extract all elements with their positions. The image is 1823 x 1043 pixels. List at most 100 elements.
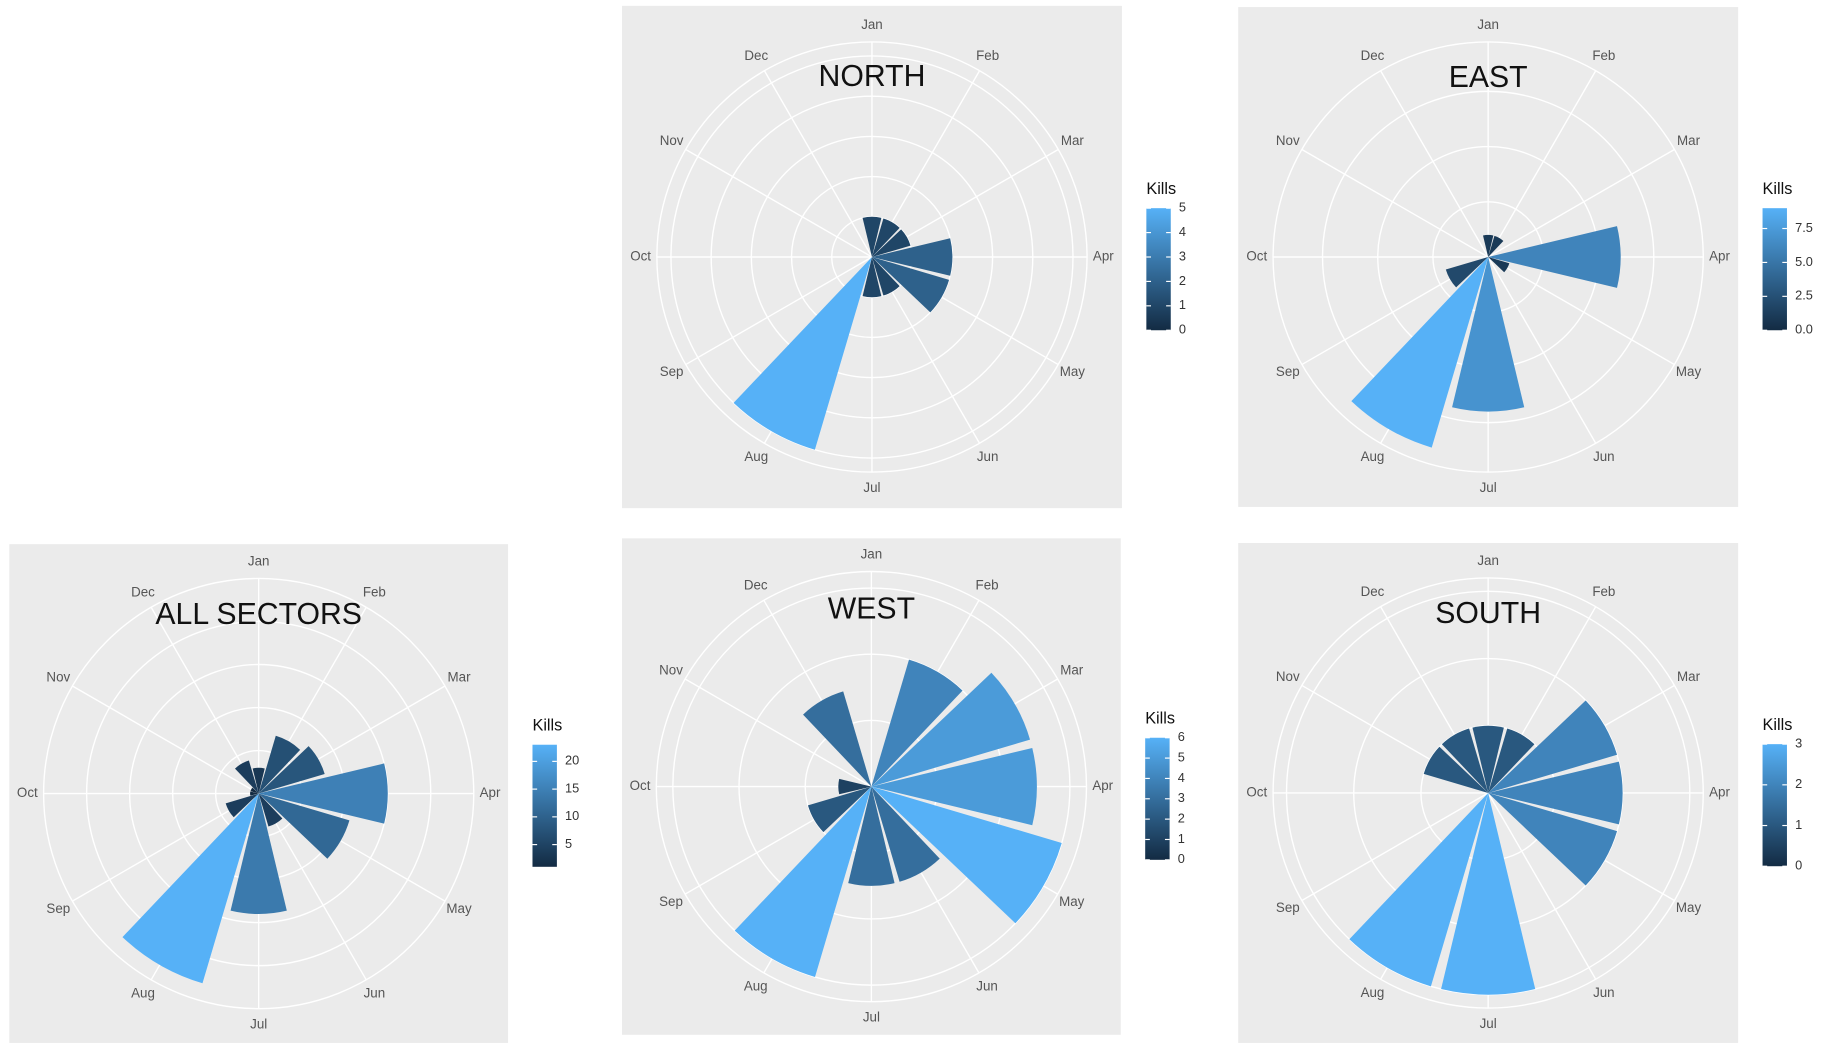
month-label: Jun bbox=[977, 449, 999, 464]
colorbar-label: 6 bbox=[1178, 729, 1185, 744]
month-label: Jul bbox=[1480, 480, 1497, 495]
chart: Jan Feb Mar Apr May Jun Jul Aug Sep Oct Nov Dec WEST… bbox=[622, 538, 1185, 1035]
bar bbox=[230, 793, 287, 915]
colorbar-label: 1 bbox=[1795, 817, 1802, 832]
month-label: May bbox=[1059, 894, 1085, 909]
legend-title: Kills bbox=[1146, 180, 1176, 198]
month-label: Mar bbox=[1061, 133, 1085, 148]
colorbar-label: 3 bbox=[1178, 790, 1185, 805]
bar bbox=[1488, 235, 1504, 258]
month-label: May bbox=[446, 901, 472, 916]
chart-title: ALL SECTORS bbox=[155, 598, 362, 631]
spoke bbox=[685, 256, 873, 366]
month-label: Jan bbox=[1477, 17, 1499, 32]
month-label: May bbox=[1676, 900, 1702, 915]
month-label: Jan bbox=[248, 554, 270, 569]
colorbar-label: 0.0 bbox=[1795, 322, 1813, 337]
month-label: Jan bbox=[1477, 553, 1499, 568]
month-label: Jul bbox=[1480, 1016, 1497, 1031]
bar bbox=[807, 786, 872, 833]
chart: Jan Feb Mar Apr May Jun Jul Aug Sep Oct Nov DecALL … bbox=[9, 544, 579, 1043]
month-label: Sep bbox=[659, 894, 683, 909]
colorbar-label: 10 bbox=[565, 808, 579, 823]
chart-title: SOUTH bbox=[1435, 597, 1541, 630]
bar bbox=[258, 793, 283, 827]
bar bbox=[871, 218, 900, 258]
spoke bbox=[1487, 70, 1597, 258]
colorbar-label: 0 bbox=[1179, 322, 1186, 337]
bar bbox=[848, 786, 895, 886]
bar bbox=[1483, 234, 1494, 258]
spoke bbox=[72, 685, 260, 795]
month-label: Aug bbox=[744, 978, 768, 993]
month-label: Nov bbox=[1276, 669, 1300, 684]
colorbar-label: 5 bbox=[1179, 200, 1186, 215]
bar bbox=[1488, 700, 1618, 793]
colorbar-label: 2 bbox=[1179, 273, 1186, 288]
month-label: Feb bbox=[976, 48, 999, 63]
month-label: Dec bbox=[744, 48, 768, 63]
bar bbox=[1423, 746, 1489, 793]
bar bbox=[258, 746, 325, 794]
month-label: Feb bbox=[976, 578, 999, 593]
bar bbox=[250, 787, 259, 794]
bar bbox=[1441, 728, 1489, 793]
bar bbox=[871, 257, 950, 313]
month-label: Feb bbox=[363, 585, 386, 600]
month-label: Oct bbox=[630, 249, 651, 264]
month-label: Apr bbox=[1092, 778, 1113, 793]
month-label: Dec bbox=[744, 578, 768, 593]
chart: Jan Feb Mar Apr May Jun Jul Aug Sep Oct Nov Dec EAST… bbox=[1238, 7, 1813, 507]
colorbar bbox=[1762, 208, 1787, 331]
month-label: Apr bbox=[1093, 249, 1114, 264]
bar bbox=[838, 778, 872, 795]
month-label: Dec bbox=[131, 585, 155, 600]
bar bbox=[1488, 728, 1535, 793]
bar bbox=[871, 659, 963, 787]
bar bbox=[1472, 725, 1504, 793]
month-label: Sep bbox=[1276, 364, 1300, 379]
month-label: Oct bbox=[1246, 785, 1267, 800]
colorbar-label: 5.0 bbox=[1795, 254, 1813, 269]
chart-title: WEST bbox=[828, 592, 915, 625]
bar bbox=[871, 786, 940, 882]
spoke bbox=[150, 606, 260, 794]
colorbar-label: 2.5 bbox=[1795, 288, 1813, 303]
month-label: Jan bbox=[861, 547, 883, 562]
month-label: Aug bbox=[744, 449, 768, 464]
bar bbox=[258, 793, 350, 859]
month-label: May bbox=[1676, 364, 1702, 379]
bar bbox=[1488, 257, 1510, 273]
bar bbox=[1445, 257, 1489, 288]
spoke bbox=[1487, 256, 1675, 366]
bar bbox=[1488, 226, 1621, 288]
bar bbox=[1351, 257, 1489, 448]
month-label: Sep bbox=[46, 901, 70, 916]
month-label: Nov bbox=[1276, 133, 1300, 148]
month-label: Jul bbox=[250, 1016, 267, 1031]
month-label: Feb bbox=[1592, 48, 1615, 63]
bar bbox=[1441, 792, 1536, 995]
colorbar-label: 7.5 bbox=[1795, 220, 1813, 235]
spoke bbox=[1487, 256, 1597, 444]
bar bbox=[871, 257, 900, 296]
bar bbox=[252, 767, 265, 794]
month-label: Jan bbox=[861, 17, 883, 32]
month-label: Apr bbox=[480, 785, 501, 800]
bar bbox=[871, 786, 1062, 924]
bar bbox=[871, 672, 1031, 787]
month-label: Oct bbox=[630, 778, 651, 793]
chart: Jan Feb Mar Apr May Jun Jul Aug Sep Oct Nov Dec NORT… bbox=[622, 5, 1186, 509]
month-label: Oct bbox=[1246, 249, 1267, 264]
bar bbox=[122, 793, 259, 984]
month-label: Apr bbox=[1709, 249, 1730, 264]
month-label: Aug bbox=[1361, 985, 1385, 1000]
colorbar-label: 5 bbox=[1178, 749, 1185, 764]
colorbar-label: 1 bbox=[1178, 831, 1185, 846]
bar bbox=[862, 216, 882, 258]
bar bbox=[1488, 761, 1623, 825]
colorbar-label: 0 bbox=[1795, 858, 1802, 873]
bar bbox=[234, 760, 259, 794]
month-label: Mar bbox=[448, 669, 472, 684]
